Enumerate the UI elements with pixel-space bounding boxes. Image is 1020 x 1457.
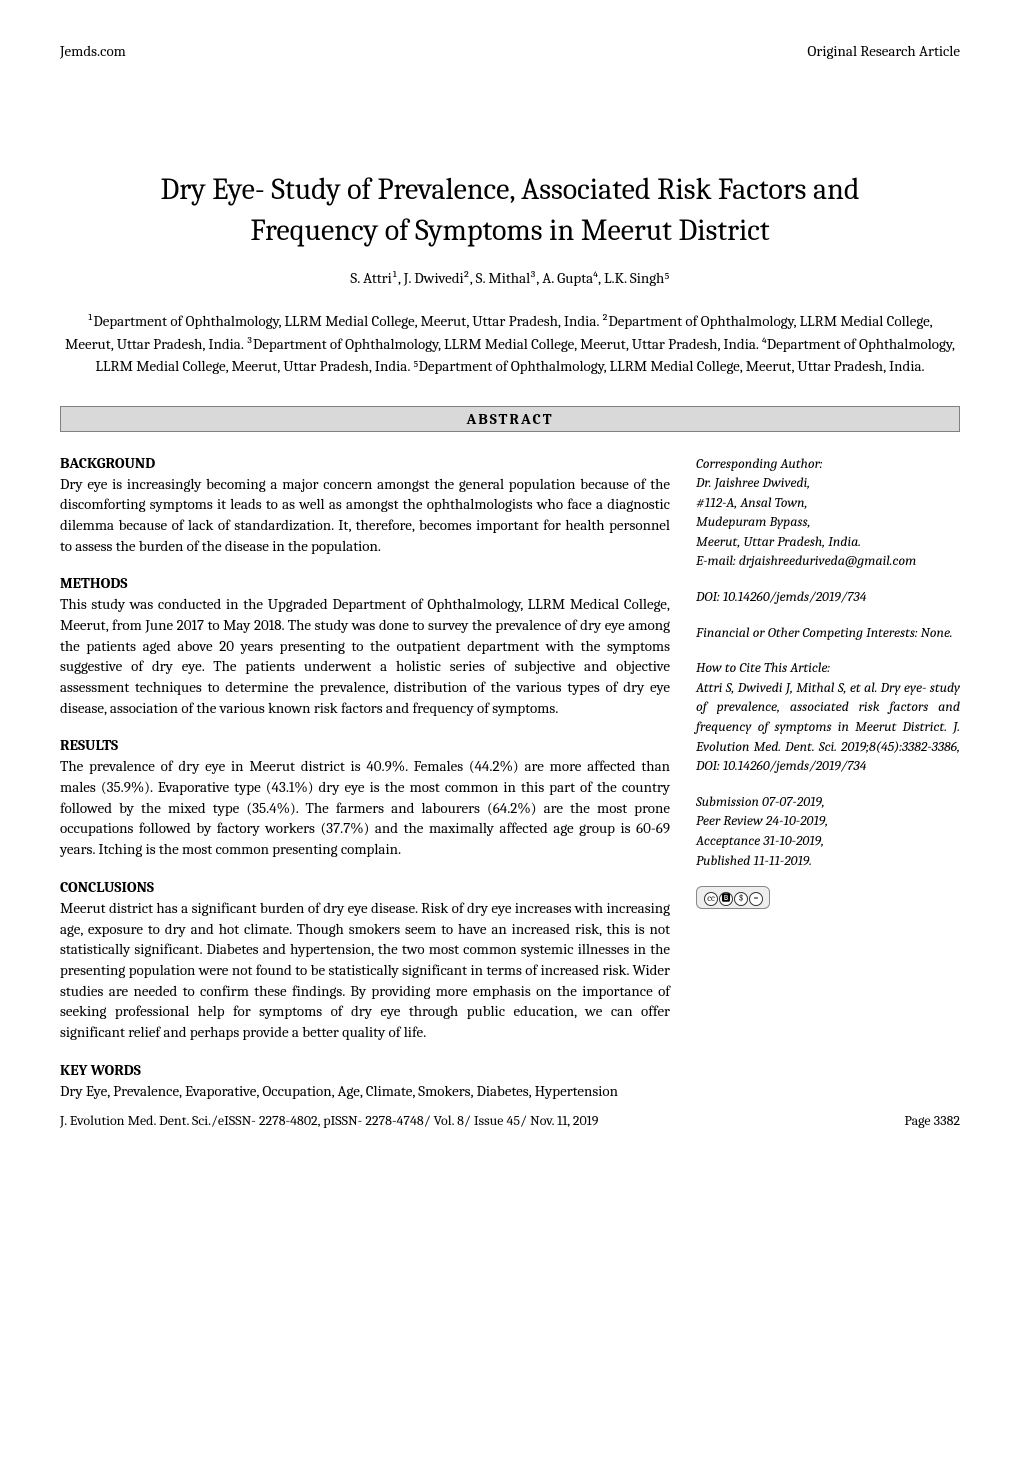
competing-interests-block: Financial or Other Competing Interests: … [696, 623, 960, 643]
citation-block: How to Cite This Article: Attri S, Dwive… [696, 658, 960, 776]
corr-author-addr: Meerut, Uttar Pradesh, India. [696, 532, 960, 552]
corr-author-addr: #112-A, Ansal Town, [696, 493, 960, 513]
corr-author-addr: Mudepuram Bypass, [696, 512, 960, 532]
section-heading: CONCLUSIONS [60, 878, 670, 896]
nd-icon: = [749, 892, 763, 906]
section-body: Meerut district has a significant burden… [60, 898, 670, 1043]
cc-license-icon: cc🅱$= [696, 886, 770, 909]
dates-block: Submission 07-07-2019, Peer Review 24-10… [696, 792, 960, 870]
main-column: BACKGROUND Dry eye is increasingly becom… [60, 454, 670, 1120]
section-background: BACKGROUND Dry eye is increasingly becom… [60, 454, 670, 557]
page-footer: J. Evolution Med. Dent. Sci./eISSN- 2278… [60, 1112, 960, 1129]
section-body: Dry eye is increasingly becoming a major… [60, 474, 670, 557]
corr-author-label: Corresponding Author: [696, 454, 960, 474]
content-columns: BACKGROUND Dry eye is increasingly becom… [60, 454, 960, 1120]
section-heading: BACKGROUND [60, 454, 670, 472]
section-heading: KEY WORDS [60, 1061, 670, 1079]
section-body: Dry Eye, Prevalence, Evaporative, Occupa… [60, 1081, 670, 1102]
corr-author-name: Dr. Jaishree Dwivedi, [696, 473, 960, 493]
title-line-1: Dry Eye- Study of Prevalence, Associated… [161, 172, 860, 207]
doi-block: DOI: 10.14260/jemds/2019/734 [696, 587, 960, 607]
cc-license-badge: cc🅱$= [696, 886, 960, 909]
by-icon: 🅱 [719, 892, 733, 906]
date-published: Published 11-11-2019. [696, 851, 960, 871]
corresponding-author-block: Corresponding Author: Dr. Jaishree Dwive… [696, 454, 960, 572]
side-column: Corresponding Author: Dr. Jaishree Dwive… [696, 454, 960, 1120]
abstract-heading-bar: ABSTRACT [60, 406, 960, 432]
page-number: Page 3382 [904, 1112, 960, 1129]
cite-label: How to Cite This Article: [696, 658, 960, 678]
date-submission: Submission 07-07-2019, [696, 792, 960, 812]
section-heading: METHODS [60, 574, 670, 592]
section-methods: METHODS This study was conducted in the … [60, 574, 670, 718]
journal-domain: Jemds.com [60, 42, 126, 60]
section-conclusions: CONCLUSIONS Meerut district has a signif… [60, 878, 670, 1043]
affiliations: ¹Department of Ophthalmology, LLRM Media… [60, 310, 960, 378]
section-body: This study was conducted in the Upgraded… [60, 594, 670, 718]
section-results: RESULTS The prevalence of dry eye in Mee… [60, 736, 670, 859]
date-peer-review: Peer Review 24-10-2019, [696, 811, 960, 831]
section-body: The prevalence of dry eye in Meerut dist… [60, 756, 670, 859]
section-keywords: KEY WORDS Dry Eye, Prevalence, Evaporati… [60, 1061, 670, 1102]
cite-body: Attri S, Dwivedi J, Mithal S, et al. Dry… [696, 679, 960, 774]
running-header: Jemds.com Original Research Article [60, 42, 960, 60]
cc-icon: cc [704, 892, 718, 906]
article-type: Original Research Article [807, 42, 960, 60]
author-list: S. Attri¹, J. Dwivedi², S. Mithal³, A. G… [60, 269, 960, 288]
title-line-2: Frequency of Symptoms in Meerut District [250, 213, 769, 248]
nc-icon: $ [734, 892, 748, 906]
date-acceptance: Acceptance 31-10-2019, [696, 831, 960, 851]
journal-issue-info: J. Evolution Med. Dent. Sci./eISSN- 2278… [60, 1112, 598, 1129]
article-title: Dry Eye- Study of Prevalence, Associated… [60, 170, 960, 251]
corr-author-email: E-mail: drjaishreeduriveda@gmail.com [696, 551, 960, 571]
section-heading: RESULTS [60, 736, 670, 754]
